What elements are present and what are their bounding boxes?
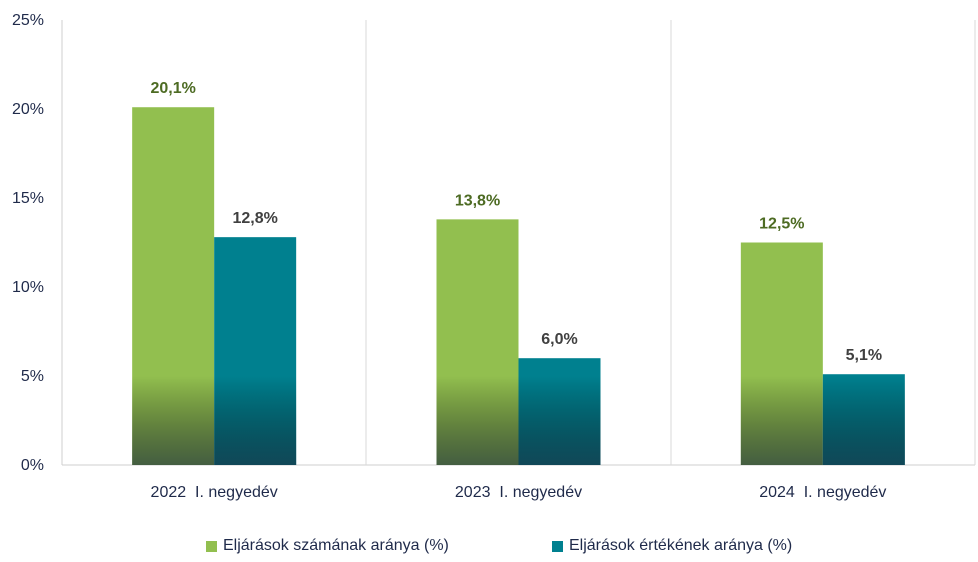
y-tick-label: 20% [12, 101, 44, 118]
plot-area: 0% 5% 10% 15% 20% 25% 20,1% 12,8% 2022 I. negyed… [12, 12, 976, 501]
legend-label-count-share: Eljárások számának aránya (%) [223, 537, 449, 554]
y-tick-label: 5% [21, 368, 44, 385]
data-label: 12,8% [232, 210, 277, 227]
bar-shade [436, 376, 519, 465]
legend-swatch-teal [552, 540, 563, 552]
legend-label-value-share: Eljárások értékének aránya (%) [569, 537, 793, 554]
bar-shade [132, 376, 215, 465]
y-tick-label: 15% [12, 190, 44, 207]
legend-item-value-share: Eljárások értékének aránya (%) [552, 537, 792, 555]
y-tick-label: 0% [21, 457, 44, 474]
legend-swatch-green [206, 540, 217, 552]
x-tick-label: 2023 I. negyedév [455, 484, 582, 501]
y-tick-label: 25% [12, 12, 44, 29]
bar-shade [822, 376, 905, 465]
legend-item-count-share: Eljárások számának aránya (%) [206, 537, 449, 555]
y-tick-label: 10% [12, 279, 44, 296]
bar-shade [518, 376, 601, 465]
bar-shade [214, 376, 297, 465]
data-label: 12,5% [759, 216, 804, 233]
data-label: 20,1% [150, 80, 195, 97]
legend: Eljárások számának aránya (%) Eljárások … [0, 537, 978, 561]
data-label: 5,1% [846, 347, 882, 364]
data-label: 6,0% [541, 331, 577, 348]
x-tick-label: 2024 I. negyedév [759, 484, 886, 501]
data-label: 13,8% [455, 192, 500, 209]
x-tick-label: 2022 I. negyedév [151, 484, 278, 501]
bar-chart: 0% 5% 10% 15% 20% 25% 20,1% 12,8% 2022 I. negyed… [12, 12, 976, 501]
bar-shade [740, 376, 823, 465]
